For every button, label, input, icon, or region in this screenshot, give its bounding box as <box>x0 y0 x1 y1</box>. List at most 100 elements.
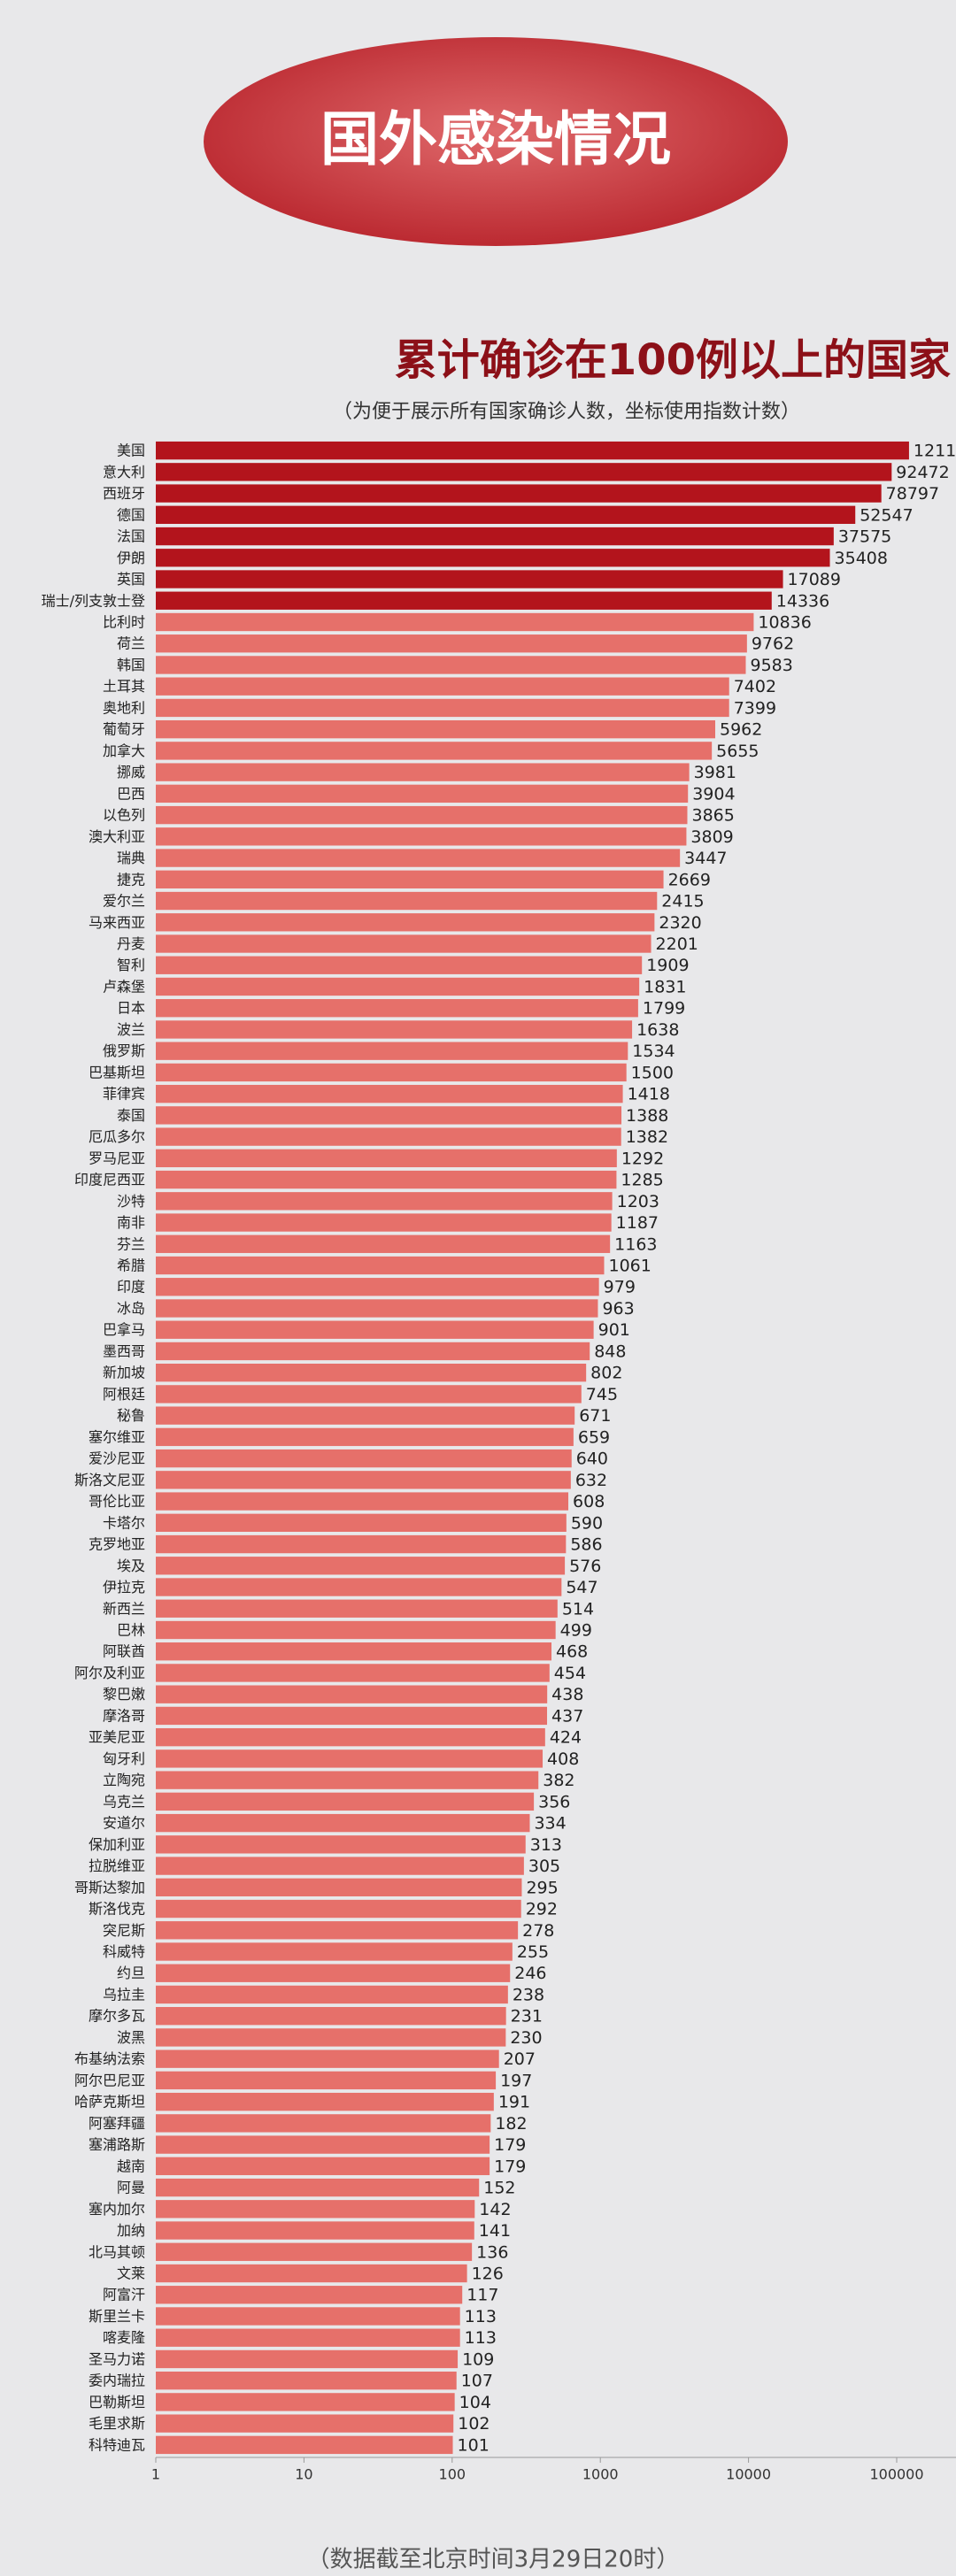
value-label: 2320 <box>659 913 701 933</box>
y-tick-label: 沙特 <box>117 1193 145 1210</box>
value-label: 246 <box>514 1964 546 1983</box>
bar <box>156 2135 490 2154</box>
y-tick-label: 卢森堡 <box>103 978 145 995</box>
value-label: 424 <box>550 1728 582 1748</box>
y-tick-label: 新西兰 <box>103 1600 145 1617</box>
bar <box>156 1364 587 1382</box>
value-label: 3904 <box>692 784 735 804</box>
bar <box>156 2114 491 2133</box>
bar <box>156 1427 574 1447</box>
bar <box>156 2028 506 2047</box>
chart-subtitle: 累计确诊在100例以上的国家 <box>395 335 951 385</box>
y-tick-label: 圣马力诺 <box>89 2350 145 2367</box>
value-label: 101 <box>458 2435 490 2455</box>
bar <box>156 2242 473 2261</box>
y-tick-label: 匈牙利 <box>103 1750 145 1767</box>
footer: （数据截至北京时间3月29日20时） <box>307 2547 680 2573</box>
value-label: 9583 <box>751 656 793 675</box>
value-label: 608 <box>573 1492 605 1511</box>
x-tick-label: 100 <box>439 2466 466 2483</box>
bar <box>156 484 882 503</box>
y-tick-label: 印度 <box>117 1279 145 1296</box>
x-tick-label: 1000 <box>582 2466 619 2483</box>
value-label: 141 <box>479 2221 511 2241</box>
y-tick-label: 芬兰 <box>117 1235 145 1252</box>
bar <box>156 612 754 632</box>
value-label: 5962 <box>720 720 762 740</box>
bar <box>156 849 681 867</box>
y-tick-label: 墨西哥 <box>103 1342 145 1359</box>
bar <box>156 1942 513 1961</box>
bar <box>156 999 638 1018</box>
bar <box>156 784 689 804</box>
value-label: 745 <box>586 1385 618 1404</box>
y-tick-label: 乌拉圭 <box>103 1986 145 2003</box>
bar <box>156 2071 497 2090</box>
value-label: 152 <box>483 2179 515 2198</box>
value-label: 197 <box>500 2071 532 2090</box>
value-label: 1638 <box>636 1020 679 1040</box>
value-label: 1163 <box>614 1234 657 1254</box>
y-tick-label: 斯里兰卡 <box>89 2308 145 2325</box>
y-tick-label: 美国 <box>117 442 145 459</box>
value-label: 1388 <box>626 1106 668 1126</box>
value-label: 1909 <box>646 956 689 975</box>
value-label: 102 <box>458 2414 490 2434</box>
bar <box>156 1320 594 1339</box>
bar <box>156 1557 566 1575</box>
bar <box>156 2435 453 2455</box>
bar <box>156 1835 526 1854</box>
y-tick-label: 阿塞拜疆 <box>89 2115 145 2132</box>
y-tick-label: 埃及 <box>117 1557 145 1574</box>
value-label: 576 <box>569 1557 601 1576</box>
bar <box>156 2007 506 2026</box>
bar <box>156 2307 460 2326</box>
y-tick-label: 英国 <box>117 571 145 588</box>
y-tick-label: 阿曼 <box>117 2180 145 2196</box>
y-tick-label: 巴林 <box>117 1621 145 1638</box>
y-tick-label: 阿富汗 <box>103 2287 145 2303</box>
bar <box>156 1278 599 1296</box>
value-label: 3865 <box>691 806 734 826</box>
value-label: 9762 <box>752 634 794 654</box>
y-tick-label: 葡萄牙 <box>103 721 145 738</box>
title-banner <box>204 37 788 246</box>
y-tick-label: 菲律宾 <box>103 1086 145 1103</box>
value-label: 3809 <box>690 827 733 847</box>
bar <box>156 2414 454 2433</box>
value-label: 2669 <box>668 870 711 889</box>
y-tick-label: 布基纳法索 <box>74 2050 145 2067</box>
y-tick-label: 巴基斯坦 <box>89 1064 145 1080</box>
bar <box>156 956 643 974</box>
value-label: 5655 <box>716 742 759 761</box>
bar <box>156 2049 499 2068</box>
value-label: 547 <box>566 1578 598 1597</box>
y-tick-label: 法国 <box>117 528 145 545</box>
value-label: 191 <box>498 2093 530 2112</box>
bar <box>156 441 909 460</box>
bar <box>156 1127 621 1146</box>
value-label: 113 <box>465 2328 497 2348</box>
y-tick-label: 泰国 <box>117 1107 145 1124</box>
y-tick-label: 奥地利 <box>103 699 145 716</box>
bar <box>156 1084 623 1103</box>
bar <box>156 1706 548 1726</box>
y-tick-label: 阿根廷 <box>103 1386 145 1403</box>
bar <box>156 934 651 953</box>
y-tick-label: 波兰 <box>117 1021 145 1038</box>
value-label: 292 <box>526 1900 558 1919</box>
y-tick-label: 伊朗 <box>117 550 145 566</box>
y-tick-label: 摩尔多瓦 <box>89 2008 145 2025</box>
value-label: 207 <box>504 2049 536 2069</box>
y-tick-label: 立陶宛 <box>103 1772 145 1788</box>
bar <box>156 805 688 825</box>
bar <box>156 1256 605 1275</box>
bar <box>156 1771 539 1789</box>
y-tick-label: 约旦 <box>117 1965 145 1981</box>
y-tick-label: 斯洛文尼亚 <box>74 1472 145 1488</box>
bar <box>156 698 729 718</box>
y-tick-label: 爱尔兰 <box>103 893 145 910</box>
bar <box>156 1642 551 1661</box>
bar <box>156 591 772 610</box>
